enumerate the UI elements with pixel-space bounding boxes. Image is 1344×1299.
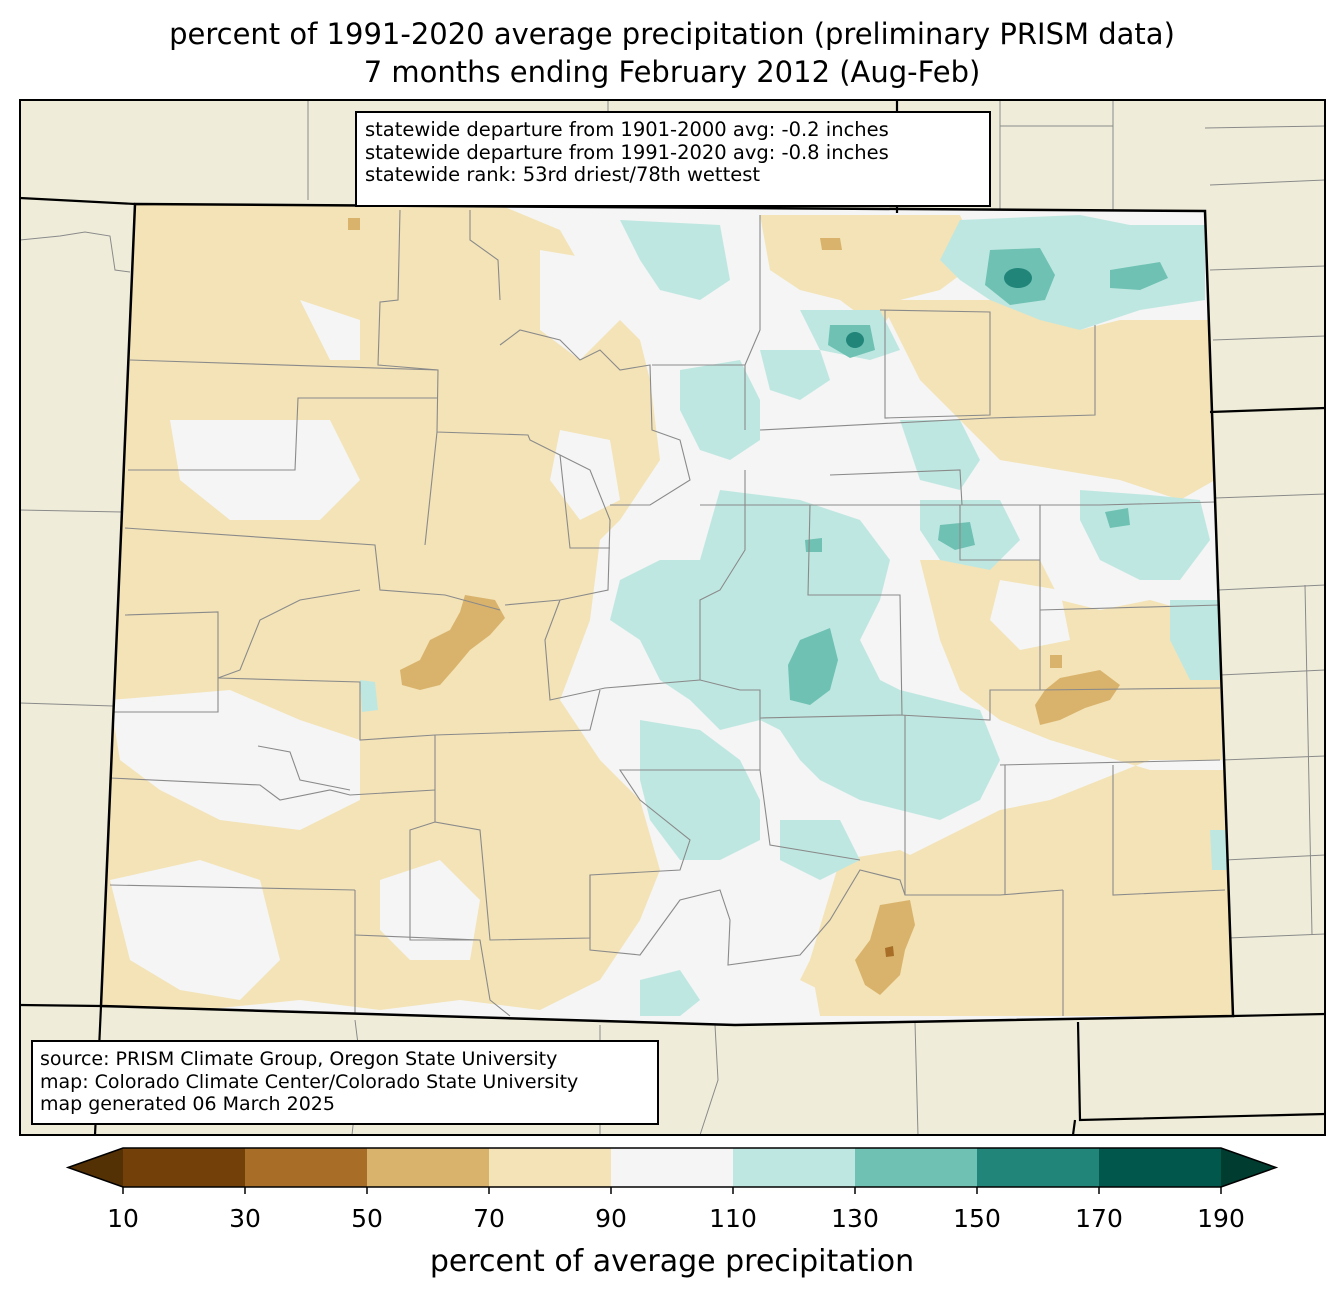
colorbar-extension-low: [68, 1148, 123, 1187]
map-title-line-1: percent of 1991-2020 average precipitati…: [169, 17, 1175, 51]
colorbar-extension-high: [1221, 1148, 1276, 1187]
field-150-170: [846, 268, 1032, 348]
colorbar-bin-150-170: [977, 1148, 1100, 1187]
field-110-130: [360, 215, 1228, 1016]
statewide-stats-box: statewide departure from 1901-2000 avg: …: [355, 111, 991, 207]
colorbar-tick-label: 10: [107, 1204, 139, 1233]
colorbar-label: percent of average precipitation: [429, 1244, 915, 1279]
field-50-70: [348, 218, 1120, 995]
colorado-border: [99, 202, 1235, 1027]
colorbar-tick-label: 170: [1075, 1204, 1123, 1233]
source-credits-box: source: PRISM Climate Group, Oregon Stat…: [31, 1040, 659, 1125]
colorbar-bin-50-70: [367, 1148, 490, 1187]
generated-date-line: map generated 06 March 2025: [40, 1093, 335, 1115]
field-30-50: [885, 946, 894, 957]
map-frame: [19, 99, 1326, 1136]
colorbar-bin-70-90: [489, 1148, 612, 1187]
colorbar: [65, 1147, 1279, 1194]
colorbar-tick-label: 70: [473, 1204, 505, 1233]
colorbar-bin-110-130: [733, 1148, 856, 1187]
colorbar-bin-170-190: [1099, 1148, 1222, 1187]
county-lines: [109, 209, 1226, 1017]
colorbar-tick-label: 30: [229, 1204, 261, 1233]
colorbar-tick-label: 130: [831, 1204, 879, 1233]
stats-departure-1991-2020: statewide departure from 1991-2020 avg: …: [365, 140, 889, 164]
colorbar-tick-label: 190: [1197, 1204, 1245, 1233]
colorbar-tick-label: 90: [595, 1204, 627, 1233]
colorbar-tick-label: 150: [953, 1204, 1001, 1233]
stats-departure-1901-2000: statewide departure from 1901-2000 avg: …: [365, 118, 889, 141]
colorbar-bin-90-110: [611, 1148, 734, 1187]
colorbar-bin-130-150: [855, 1148, 978, 1187]
colorbar-tick-label: 110: [709, 1204, 757, 1233]
field-near-normal-patches: [110, 250, 1070, 1000]
stats-rank: statewide rank: 53rd driest/78th wettest: [365, 163, 761, 186]
colorbar-tick-label: 50: [351, 1204, 383, 1233]
colorbar-bin-10-30: [123, 1148, 246, 1187]
colorbar-bin-30-50: [245, 1148, 368, 1187]
map-title-line-2: 7 months ending February 2012 (Aug-Feb): [363, 55, 981, 89]
map-credit-line: map: Colorado Climate Center/Colorado St…: [40, 1070, 579, 1093]
source-line: source: PRISM Climate Group, Oregon Stat…: [40, 1048, 558, 1070]
precipitation-field: [101, 204, 1233, 1025]
